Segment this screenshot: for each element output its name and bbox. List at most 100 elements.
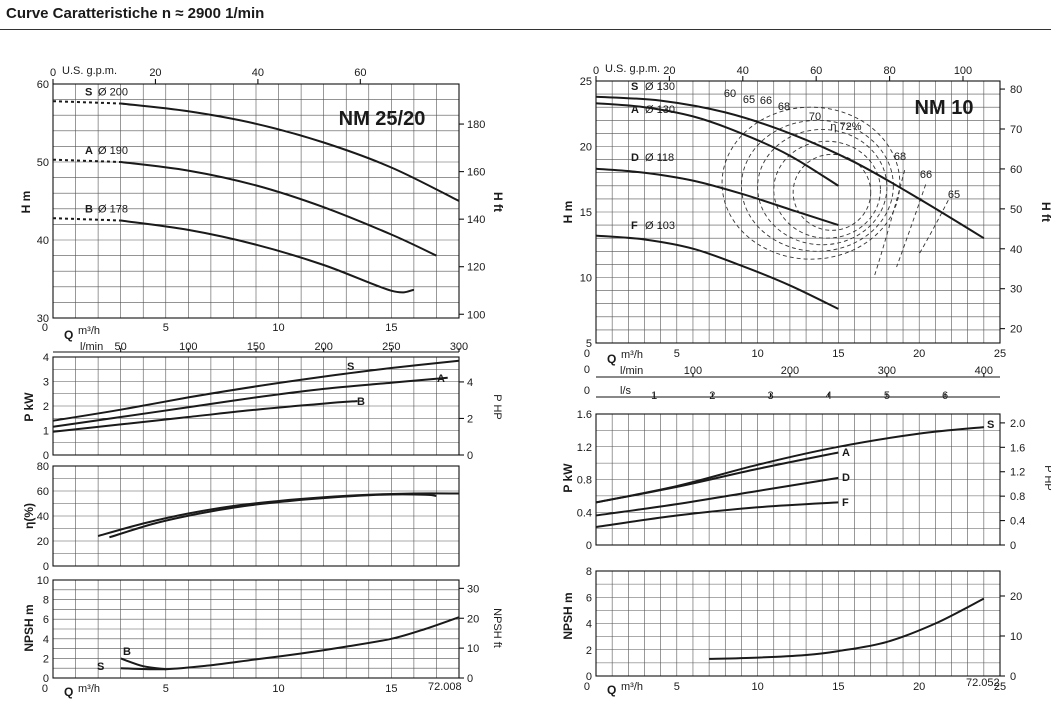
left-h-y-tick-label: 50 <box>37 157 49 169</box>
right-lmin-tick-label: 100 <box>684 365 702 377</box>
left-lmin-tick-label: 300 <box>450 341 468 353</box>
left-p-y-tick-label: 3 <box>43 377 49 389</box>
left-p-label-B: B <box>357 396 365 408</box>
left-eta-y-tick-label: 0 <box>43 561 49 573</box>
right-efficiency-loop <box>757 129 888 246</box>
left-p-series-A <box>52 376 448 428</box>
right-npsh-ft-tick-label: 20 <box>1010 591 1022 603</box>
right-h-y-tick-label: 15 <box>580 207 592 219</box>
left-p-label-S: S <box>347 361 354 373</box>
right-npsh-y-tick-label: 6 <box>586 592 592 604</box>
right-gpm-tick-label: 0 <box>593 65 599 77</box>
right-npsh-ft-tick-label: 10 <box>1010 631 1022 643</box>
left-npsh-label-S: S <box>97 661 104 673</box>
right-ls-tick-label: 2 <box>709 390 715 402</box>
left-npsh-q-tick-label: 10 <box>272 683 284 695</box>
right-ls-tick-label: 1 <box>651 390 657 402</box>
left-p-y-tick-label: 1 <box>43 426 49 438</box>
right-npsh-frame <box>595 570 1001 677</box>
right-efficiency-branch <box>896 184 927 268</box>
left-npshft-axis-label: NPSH ft <box>491 608 503 648</box>
left-h-series-A-ext <box>52 158 121 163</box>
left-lmin-axis-label: l/min <box>80 341 103 353</box>
right-npsh-q-tick-label: 10 <box>751 681 763 693</box>
left-gpm-tick-label: 40 <box>252 67 264 79</box>
right-h-series-name-S: S <box>631 81 638 93</box>
left-gpm-tick-label: 20 <box>149 67 161 79</box>
right-p-y-tick-label: 1.2 <box>577 442 592 454</box>
right-efficiency-branch <box>873 169 906 278</box>
left-lmin-tick-label: 150 <box>247 341 265 353</box>
right-p-y-tick-label: 1.6 <box>577 409 592 421</box>
right-npsh-series-S <box>709 597 985 660</box>
left-p-series-S <box>52 359 460 422</box>
right-lmin-axis-label: l/min <box>620 365 643 377</box>
right-q-tick-label: 5 <box>674 348 680 360</box>
right-h-ft-tick-label: 30 <box>1010 284 1022 296</box>
left-npsh-y-tick-label: 6 <box>43 614 49 626</box>
right-efficiency-label: η 72% <box>830 121 861 133</box>
right-p-hp-tick-label: 1.6 <box>1010 442 1025 454</box>
right-p-y-tick-label: 0.8 <box>577 475 592 487</box>
left-h-axis-label: H m <box>19 191 33 214</box>
page-title: Curve Caratteristiche n ≈ 2900 1/min <box>6 5 265 22</box>
left-eta-axis-label: η(%) <box>22 503 36 529</box>
right-efficiency-label: 68 <box>894 151 906 163</box>
right-q-tick-label: 10 <box>751 348 763 360</box>
right-lmin-zero: 0 <box>584 364 590 376</box>
right-efficiency-label: 66 <box>920 169 932 181</box>
right-ls-tick-label: 6 <box>942 390 948 402</box>
right-h-series-name-F: F <box>631 220 638 232</box>
left-p-axis-label: P kW <box>22 392 36 422</box>
right-p-label-A: A <box>842 447 850 459</box>
left-npsh-y-tick-label: 8 <box>43 595 49 607</box>
left-h-y-tick-label: 60 <box>37 79 49 91</box>
right-ls-tick-label: 3 <box>767 390 773 402</box>
right-npsh-y-tick-label: 4 <box>586 619 592 631</box>
left-figure-code: 72.008 <box>428 681 462 693</box>
left-h-ft-tick-label: 140 <box>467 214 485 226</box>
right-gpm-tick-label: 60 <box>810 65 822 77</box>
right-hft-axis-label: H ft <box>1039 202 1051 222</box>
right-h-y-tick-label: 25 <box>580 76 592 88</box>
left-npsh-ft-tick-label: 20 <box>467 613 479 625</box>
left-npsh-q-axis-label: Q <box>64 685 73 699</box>
left-q-tick-label: 10 <box>272 322 284 334</box>
right-h-ft-tick-label: 80 <box>1010 84 1022 96</box>
right-gpm-tick-label: 80 <box>883 65 895 77</box>
right-figure-code: 72.052 <box>966 677 1000 689</box>
right-h-y-tick-label: 20 <box>580 142 592 154</box>
left-npsh-q-tick-label: 5 <box>163 683 169 695</box>
left-lmin-tick-label: 250 <box>382 341 400 353</box>
right-gpm-tick-label: 100 <box>954 65 972 77</box>
right-efficiency-label: 60 <box>724 88 736 100</box>
left-h-series-label-S: Ø 200 <box>98 87 128 99</box>
right-h-frame <box>595 80 1001 344</box>
right-lmin-tick-label: 400 <box>975 365 993 377</box>
right-p-hp-tick-label: 0.4 <box>1010 516 1025 528</box>
left-npsh-label-B: B <box>123 646 131 658</box>
left-h-series-label-B: Ø 178 <box>98 204 128 216</box>
right-p-label-S: S <box>987 419 994 431</box>
right-ls-axis-label: l/s <box>620 385 632 397</box>
header-divider <box>0 29 1051 30</box>
right-h-series-S <box>595 95 985 240</box>
left-h-series-B <box>120 219 415 294</box>
left-p-y-tick-label: 2 <box>43 401 49 413</box>
left-eta-series-A <box>109 493 437 539</box>
right-h-ft-tick-label: 50 <box>1010 204 1022 216</box>
right-efficiency-branch <box>918 200 949 255</box>
left-lmin-tick-label: 200 <box>314 341 332 353</box>
right-h-series-F <box>595 234 839 310</box>
left-p-label-A: A <box>437 373 445 385</box>
right-h-y-tick-label: 5 <box>586 338 592 350</box>
right-p-hp-tick-label: 1.2 <box>1010 467 1025 479</box>
left-p-hp-tick-label: 0 <box>467 450 473 462</box>
right-h-series-name-D: D <box>631 152 639 164</box>
left-h-series-B-ext <box>52 217 121 222</box>
left-q-axis-label: Q <box>64 328 73 342</box>
left-h-series-name-A: A <box>85 145 93 157</box>
left-q-tick-label: 5 <box>163 322 169 334</box>
left-h-series-A <box>120 161 437 257</box>
right-q-tick-label: 25 <box>994 348 1006 360</box>
